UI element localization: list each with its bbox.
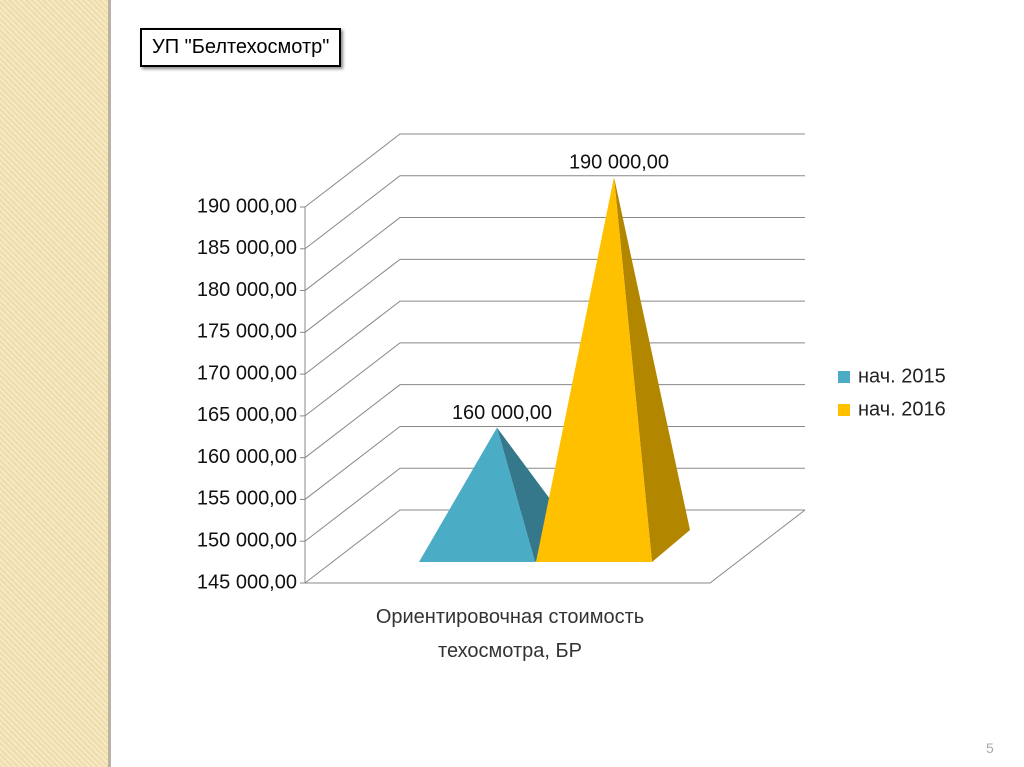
y-tick-label: 190 000,00 (197, 195, 297, 217)
y-tick-label: 185 000,00 (197, 237, 297, 259)
x-category-label: Ориентировочная стоимость техосмотра, БР (375, 606, 645, 662)
y-tick-label: 165 000,00 (197, 404, 297, 426)
grid-line (304, 342, 805, 417)
y-tick-label: 155 000,00 (197, 488, 297, 510)
grid-line (304, 384, 805, 459)
legend-swatch (838, 371, 850, 383)
decorative-strip (0, 0, 111, 767)
y-tick-label: 160 000,00 (197, 446, 297, 468)
floor (305, 509, 806, 584)
grid-line (304, 217, 805, 291)
y-tick-label: 145 000,00 (197, 571, 297, 593)
pyramid-side (614, 177, 690, 562)
legend-swatch (838, 404, 850, 416)
y-tick-label: 180 000,00 (197, 279, 297, 301)
grid-line (304, 425, 805, 500)
page-number: 5 (986, 740, 994, 756)
value-label: 160 000,00 (452, 402, 552, 424)
grid-line (304, 133, 805, 208)
y-tick-label: 150 000,00 (197, 530, 297, 552)
grid-line (304, 175, 805, 250)
slide-title: УП "Белтехосмотр" (140, 28, 342, 67)
legend-label: нач. 2016 (858, 398, 946, 420)
y-tick-label: 170 000,00 (197, 362, 297, 384)
pyramid-front (419, 427, 535, 562)
pyramid-front (536, 177, 652, 562)
value-label: 190 000,00 (569, 151, 669, 173)
grid-line (304, 300, 805, 375)
legend-label: нач. 2015 (858, 365, 946, 387)
y-tick-label: 175 000,00 (197, 321, 297, 343)
grid-line (304, 258, 805, 333)
